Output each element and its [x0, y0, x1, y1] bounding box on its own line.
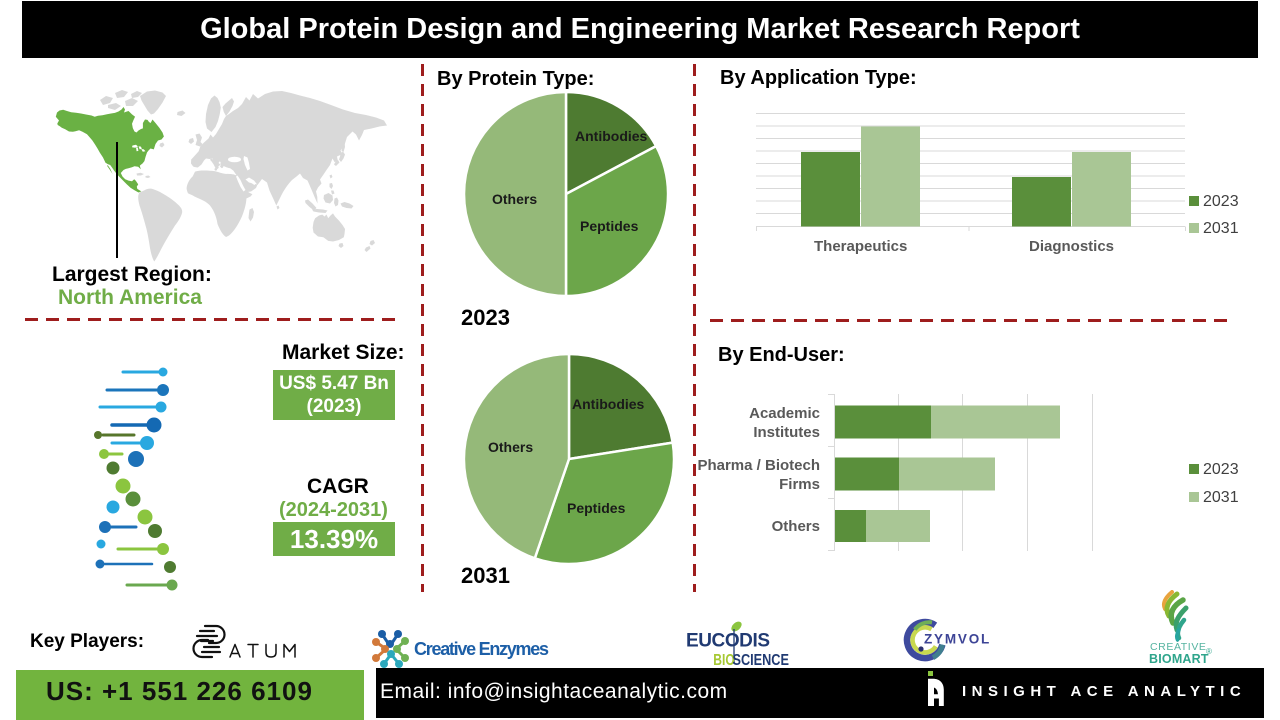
svg-text:BIOMART: BIOMART [1149, 652, 1209, 666]
svg-text:Creative Enzymes: Creative Enzymes [414, 639, 549, 659]
svg-text:ZYMVOL: ZYMVOL [924, 632, 991, 647]
svg-text:®: ® [1206, 647, 1212, 656]
svg-text:SCIENCE: SCIENCE [733, 652, 789, 669]
svg-text:CREATIVE: CREATIVE [1150, 641, 1207, 653]
svg-text:EUCODIS: EUCODIS [686, 631, 770, 652]
svg-text:BIO: BIO [713, 650, 735, 668]
